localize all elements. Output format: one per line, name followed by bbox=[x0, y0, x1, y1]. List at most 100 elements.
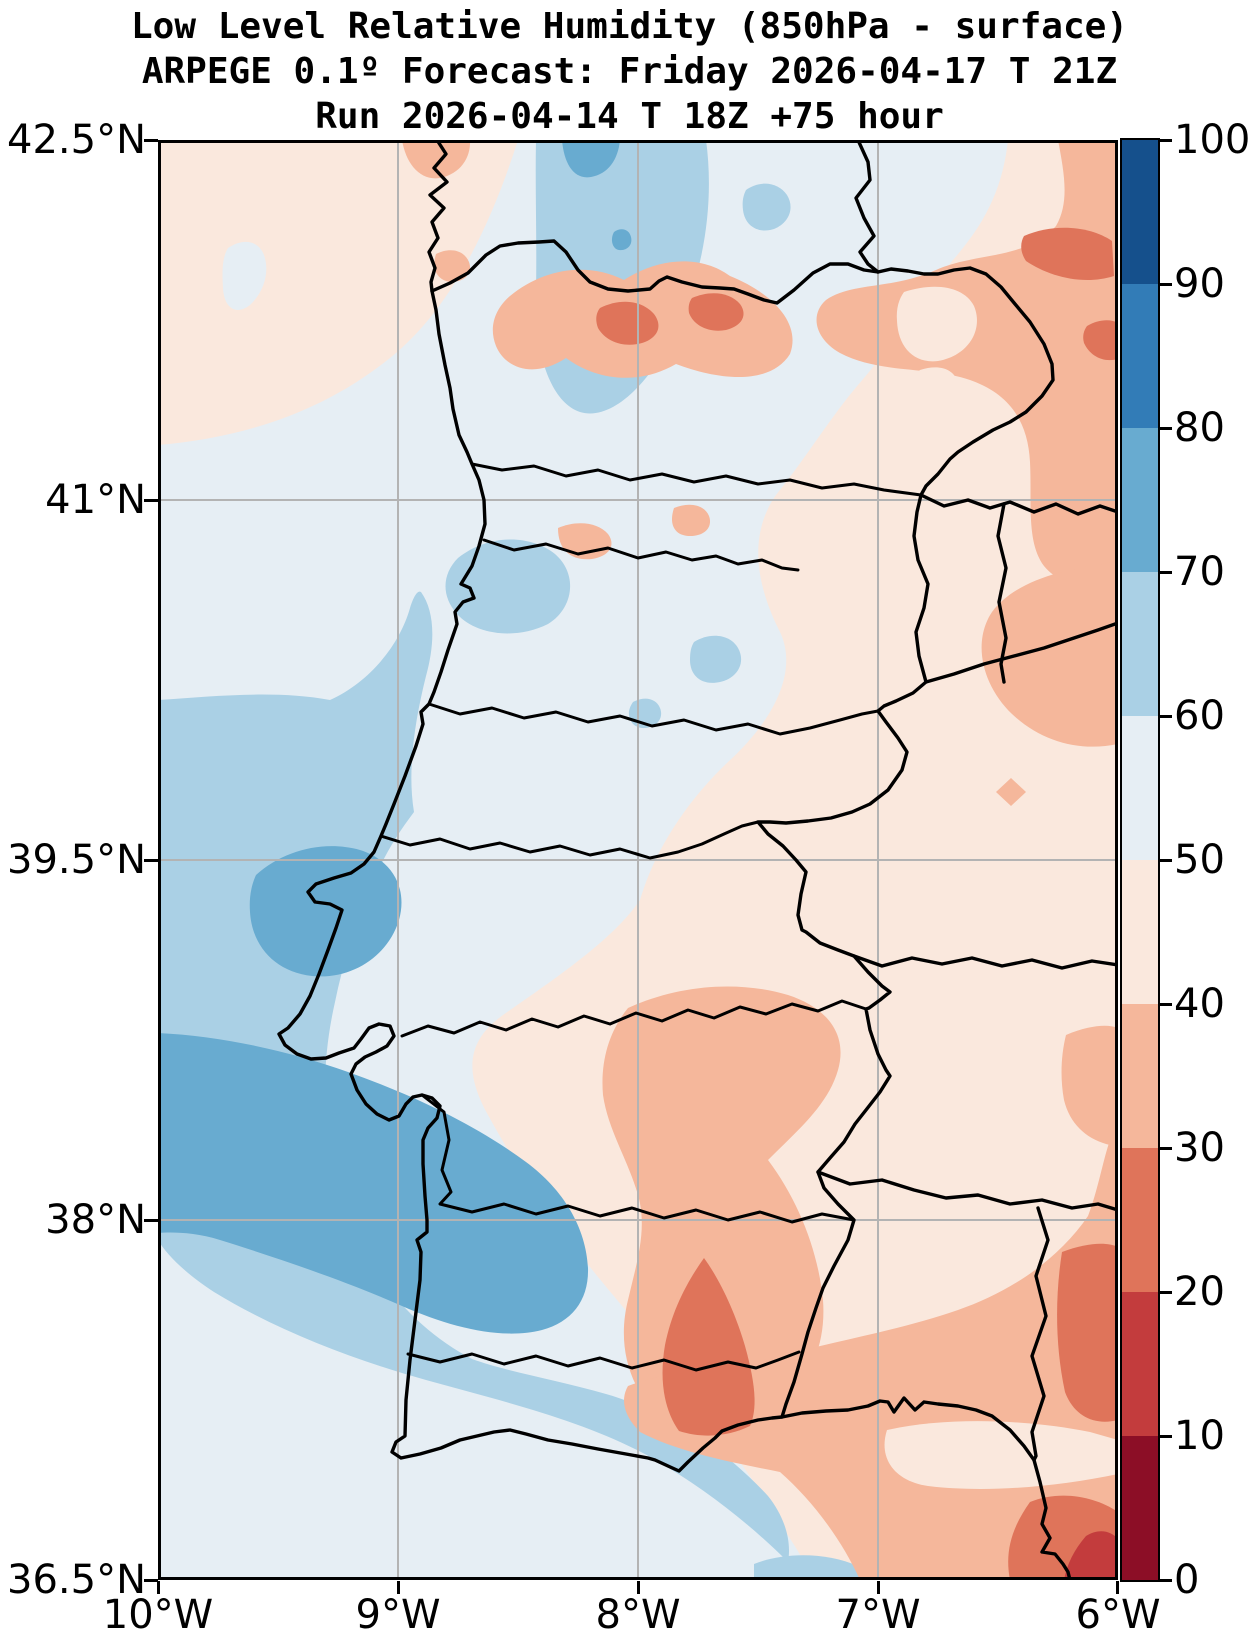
province-boundary bbox=[816, 1170, 1118, 1212]
y-tick-label: 41°N bbox=[45, 477, 146, 523]
coastline bbox=[277, 140, 1072, 1580]
contour-region-70-80 bbox=[562, 140, 620, 178]
contour-region-20-30 bbox=[1021, 227, 1114, 281]
y-tick-mark bbox=[144, 499, 158, 502]
province-boundary bbox=[852, 954, 1118, 970]
x-tick-mark bbox=[637, 1581, 640, 1594]
x-tick-mark bbox=[1116, 1581, 1119, 1594]
y-tick-mark bbox=[144, 859, 158, 862]
x-tick-label: 8°W bbox=[595, 1592, 681, 1638]
colorbar-tick-label: 30 bbox=[1174, 1125, 1225, 1171]
contour-region-40-50 bbox=[896, 286, 977, 362]
colorbar-tick-mark bbox=[1160, 1579, 1172, 1582]
x-tick-label: 7°W bbox=[835, 1592, 921, 1638]
district-boundary bbox=[406, 1350, 801, 1372]
colorbar-tick-label: 60 bbox=[1174, 693, 1225, 739]
colorbar-tick-mark bbox=[1160, 1435, 1172, 1438]
y-tick-mark bbox=[144, 139, 158, 142]
province-boundary bbox=[1030, 1206, 1050, 1462]
contour-region-30-40 bbox=[671, 504, 711, 536]
contour-region-70-80 bbox=[249, 846, 402, 977]
contour-region-20-30 bbox=[688, 293, 744, 331]
contour-region-60-70 bbox=[742, 183, 791, 231]
colorbar-tick-label: 20 bbox=[1174, 1269, 1225, 1315]
contour-region-30-40 bbox=[1061, 1025, 1118, 1150]
contour-region-20-30 bbox=[1083, 320, 1118, 361]
x-tick-mark bbox=[157, 1581, 160, 1594]
colorbar-tick-label: 50 bbox=[1174, 837, 1225, 883]
colorbar-tick-mark bbox=[1160, 139, 1172, 142]
y-tick-label: 38°N bbox=[45, 1197, 146, 1243]
colorbar-tick-label: 40 bbox=[1174, 981, 1225, 1027]
district-boundary bbox=[482, 538, 800, 572]
contour-region-70-80 bbox=[158, 1033, 589, 1334]
colorbar-tick-mark bbox=[1160, 1003, 1172, 1006]
y-tick-label: 36.5°N bbox=[7, 1557, 146, 1603]
map-frame bbox=[158, 140, 1118, 1580]
colorbar-tick-mark bbox=[1160, 283, 1172, 286]
y-tick-label: 42.5°N bbox=[7, 117, 146, 163]
contour-region-30-40 bbox=[402, 140, 471, 179]
colorbar-tick-mark bbox=[1160, 859, 1172, 862]
colorbar-segment bbox=[1122, 428, 1158, 572]
colorbar-segment bbox=[1122, 284, 1158, 428]
province-boundary bbox=[919, 493, 1118, 516]
colorbar-segment bbox=[1122, 1436, 1158, 1580]
contour-region-60-70 bbox=[754, 1555, 860, 1580]
colorbar-tick-mark bbox=[1160, 1147, 1172, 1150]
x-tick-label: 10°W bbox=[102, 1592, 214, 1638]
colorbar-tick-mark bbox=[1160, 715, 1172, 718]
colorbar-segment bbox=[1122, 1148, 1158, 1292]
district-boundary bbox=[427, 702, 880, 736]
chart-subtitle: ARPEGE 0.1º Forecast: Friday 2026-04-17 … bbox=[141, 51, 1118, 92]
contour-region-20-30 bbox=[662, 1258, 755, 1436]
contour-region-10-20 bbox=[1064, 1531, 1118, 1580]
colorbar-tick-mark bbox=[1160, 427, 1172, 430]
y-tick-mark bbox=[144, 1219, 158, 1222]
map-canvas bbox=[158, 140, 1118, 1580]
x-tick-label: 9°W bbox=[355, 1592, 441, 1638]
chart-title: Low Level Relative Humidity (850hPa - su… bbox=[131, 6, 1128, 47]
contour-region-40-50 bbox=[884, 1421, 1118, 1489]
title-block: Low Level Relative Humidity (850hPa - su… bbox=[0, 4, 1259, 139]
contour-region-30-40 bbox=[996, 778, 1026, 806]
colorbar-tick-label: 90 bbox=[1174, 261, 1225, 307]
district-boundary bbox=[400, 999, 868, 1038]
colorbar-tick-label: 10 bbox=[1174, 1413, 1225, 1459]
country-border bbox=[430, 239, 1055, 1419]
contour-region-30-40 bbox=[434, 250, 471, 282]
colorbar-segment bbox=[1122, 716, 1158, 860]
y-tick-label: 39.5°N bbox=[7, 837, 146, 883]
colorbar-segment bbox=[1122, 1004, 1158, 1148]
contour-region-60-70 bbox=[690, 635, 742, 683]
colorbar-segment bbox=[1122, 140, 1158, 284]
colorbar-segment bbox=[1122, 572, 1158, 716]
district-boundary bbox=[379, 820, 760, 860]
colorbar-tick-label: 100 bbox=[1174, 117, 1251, 163]
colorbar bbox=[1120, 138, 1160, 1582]
province-boundary bbox=[924, 621, 1118, 684]
y-tick-mark bbox=[144, 1579, 158, 1582]
gridlines bbox=[158, 140, 1118, 1580]
province-boundary bbox=[996, 502, 1008, 684]
contour-region-50-60 bbox=[222, 241, 267, 310]
contour-region-20-30 bbox=[1057, 1243, 1118, 1422]
colorbar-tick-label: 0 bbox=[1174, 1557, 1200, 1603]
district-boundary bbox=[420, 1093, 856, 1224]
contour-region-30-40 bbox=[981, 560, 1118, 747]
province-boundary bbox=[854, 140, 880, 274]
colorbar-tick-mark bbox=[1160, 571, 1172, 574]
x-tick-mark bbox=[397, 1581, 400, 1594]
chart-run-line: Run 2026-04-14 T 18Z +75 hour bbox=[315, 96, 944, 137]
x-tick-mark bbox=[877, 1581, 880, 1594]
x-tick-label: 6°W bbox=[1075, 1592, 1161, 1638]
colorbar-segment bbox=[1122, 1292, 1158, 1436]
colorbar-segment bbox=[1122, 860, 1158, 1004]
contour-region-60-70 bbox=[158, 591, 790, 1562]
district-boundary bbox=[470, 462, 923, 497]
colorbar-tick-label: 80 bbox=[1174, 405, 1225, 451]
contour-region-20-30 bbox=[596, 301, 659, 345]
contour-region-60-70 bbox=[445, 539, 571, 634]
contour-region-70-80 bbox=[611, 229, 632, 251]
